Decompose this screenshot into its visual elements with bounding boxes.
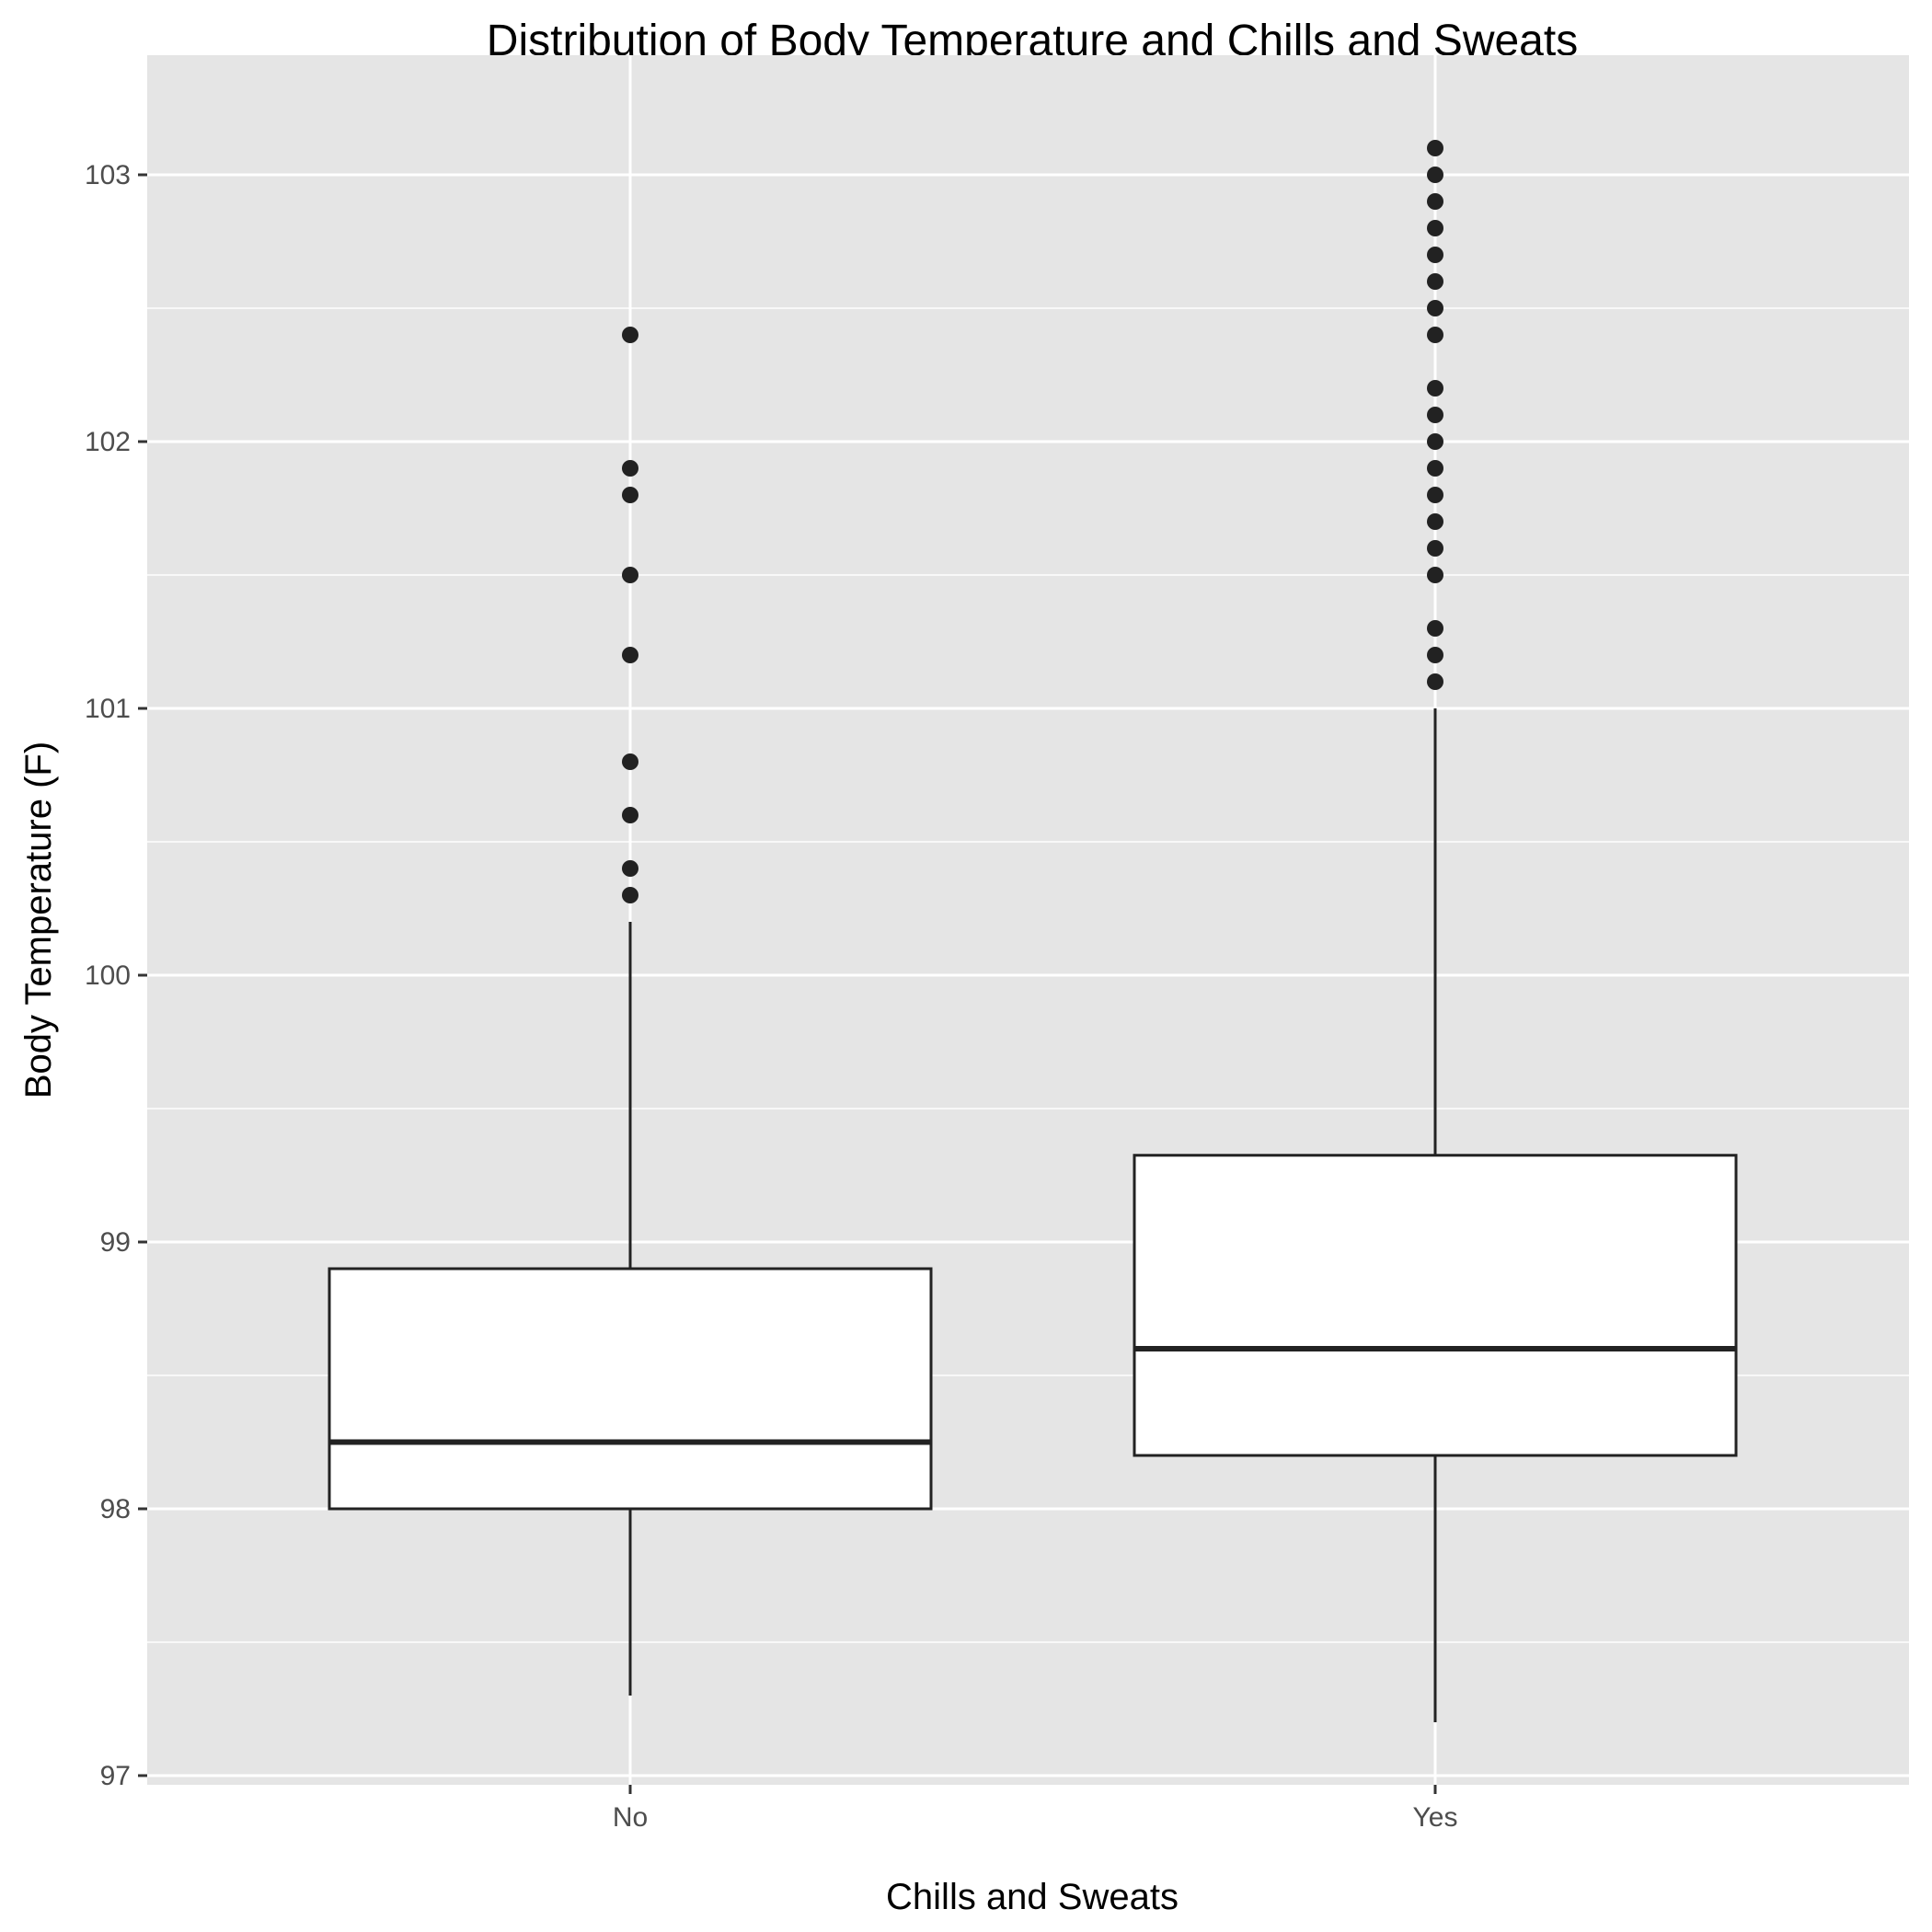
outlier-point — [1427, 620, 1443, 637]
outlier-point — [1427, 433, 1443, 450]
outlier-point — [1427, 407, 1443, 423]
iqr-box — [328, 1267, 933, 1511]
x-axis-title: Chills and Sweats — [886, 1877, 1179, 1917]
y-tick-label: 98 — [100, 1494, 131, 1524]
outlier-point — [1427, 273, 1443, 290]
box-group-yes — [1133, 140, 1738, 1722]
outlier-point — [622, 860, 638, 877]
y-tick-label: 97 — [100, 1761, 131, 1791]
outlier-point — [1427, 140, 1443, 156]
outlier-point — [1427, 567, 1443, 583]
outlier-point — [1427, 540, 1443, 557]
outlier-point — [1427, 487, 1443, 503]
y-axis: 97 98 99 100 101 102 103 — [85, 160, 147, 1791]
outlier-point — [622, 807, 638, 823]
outlier-point — [622, 647, 638, 663]
outlier-point — [1427, 647, 1443, 663]
box-group-no — [328, 327, 933, 1696]
iqr-box — [1133, 1154, 1738, 1457]
outlier-point — [622, 460, 638, 477]
outlier-point — [1427, 247, 1443, 263]
outlier-point — [1427, 380, 1443, 397]
outlier-point — [1427, 193, 1443, 210]
outlier-point — [622, 487, 638, 503]
plot-panel — [147, 55, 1909, 1785]
outlier-point — [1427, 513, 1443, 530]
outlier-point — [1427, 673, 1443, 690]
y-tick-label: 101 — [85, 694, 131, 724]
x-tick-label: Yes — [1413, 1802, 1458, 1833]
x-tick-label: No — [613, 1802, 648, 1833]
outlier-point — [1427, 327, 1443, 343]
y-tick-label: 100 — [85, 960, 131, 991]
y-tick-label: 102 — [85, 427, 131, 457]
y-tick-label: 103 — [85, 160, 131, 190]
outlier-point — [1427, 167, 1443, 183]
y-tick-label: 99 — [100, 1227, 131, 1258]
outlier-point — [622, 887, 638, 903]
y-axis-title: Body Temperature (F) — [18, 742, 59, 1098]
boxes — [328, 140, 1738, 1722]
outlier-point — [622, 567, 638, 583]
outlier-point — [1427, 300, 1443, 316]
outlier-point — [622, 327, 638, 343]
outlier-point — [1427, 460, 1443, 477]
outlier-point — [1427, 220, 1443, 236]
outlier-point — [622, 753, 638, 770]
x-axis: No Yes — [613, 1785, 1458, 1833]
